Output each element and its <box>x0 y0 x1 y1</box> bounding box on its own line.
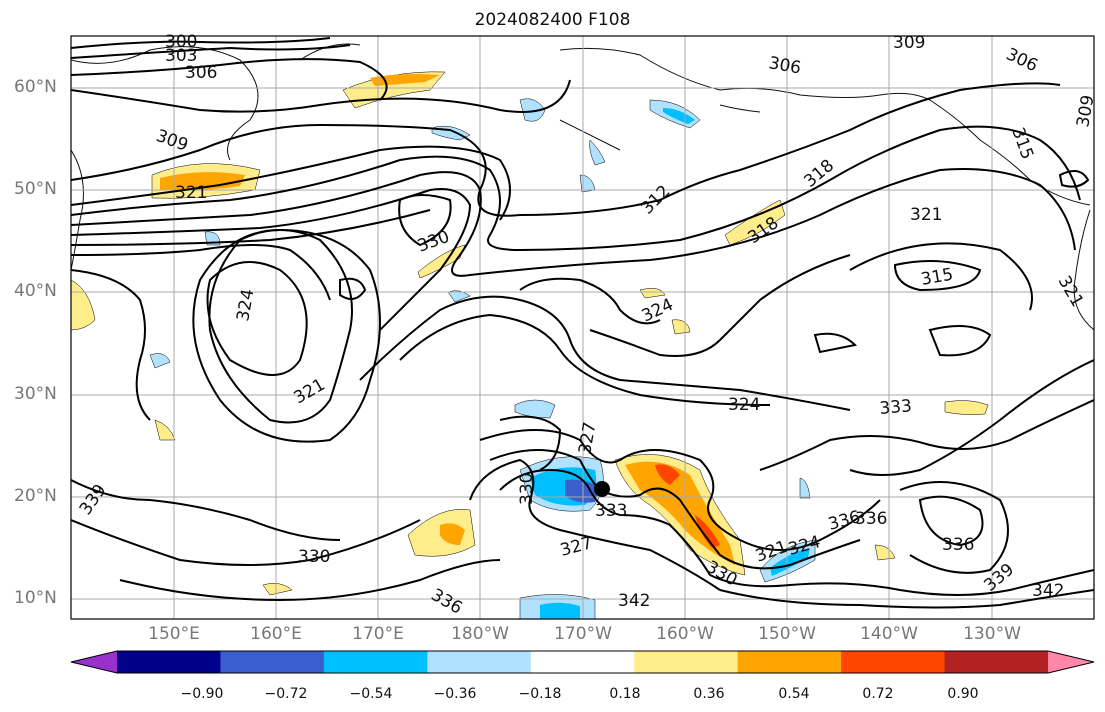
lon-label: 180°W <box>451 624 509 644</box>
lat-label: 20°N <box>14 486 57 506</box>
contour-label: 327 <box>575 420 600 455</box>
lon-label: 150°E <box>148 624 200 644</box>
contour-label: 315 <box>919 265 954 290</box>
contour-label: 321 <box>910 205 942 225</box>
contour-label: 342 <box>1032 581 1064 601</box>
contour-label: 306 <box>1003 44 1041 76</box>
colorbar-segment <box>737 651 842 673</box>
theta-contours <box>71 37 1094 609</box>
contour-label: 309 <box>1073 93 1098 128</box>
contour-label: 309 <box>893 33 925 53</box>
lon-label: 160°E <box>250 624 302 644</box>
contour-label: 312 <box>637 181 674 218</box>
contour-label: 315 <box>1007 125 1037 162</box>
lat-label: 50°N <box>14 179 57 199</box>
lon-label: 170°E <box>352 624 404 644</box>
contour-label: 324 <box>233 287 258 322</box>
colorbar-segment <box>323 651 428 673</box>
colorbar-tick-label: 0.54 <box>778 686 810 702</box>
contour-labels: 300 303 306 309 321 330 324 321 339 330 … <box>76 32 1099 619</box>
colorbar-segment <box>944 651 1049 673</box>
lon-label: 150°W <box>758 624 816 644</box>
lat-label: 40°N <box>14 281 57 301</box>
low-center-marker <box>594 481 610 497</box>
contour-label: 306 <box>185 63 217 83</box>
contour-label: 333 <box>595 501 627 521</box>
contour-label: 303 <box>165 46 197 66</box>
colorbar-tick-label: 0.36 <box>693 686 725 702</box>
colorbar-segment <box>634 651 739 673</box>
map-frame <box>70 35 1095 620</box>
colorbar-segment <box>841 651 946 673</box>
colorbar-tick-label: 0.90 <box>947 686 979 702</box>
contour-label: 324 <box>728 395 760 415</box>
colorbar-segment <box>220 651 325 673</box>
contour-label: 342 <box>618 591 650 611</box>
lat-label: 30°N <box>14 384 57 404</box>
colorbar-extend-max <box>1048 651 1094 673</box>
lat-label: 60°N <box>14 77 57 97</box>
lat-label: 10°N <box>14 588 57 608</box>
lon-label: 160°W <box>656 624 714 644</box>
colorbar-extend-min <box>71 651 117 673</box>
colorbar-tick-label: −0.18 <box>518 686 562 702</box>
contour-label: 336 <box>855 509 887 529</box>
colorbar <box>70 650 1095 674</box>
contour-label: 309 <box>153 126 190 156</box>
lon-label: 170°W <box>554 624 612 644</box>
contour-label: 339 <box>76 481 111 519</box>
colorbar-tick-label: 0.72 <box>862 686 894 702</box>
contour-label: 321 <box>291 375 329 409</box>
colorbar-outline <box>70 650 1095 674</box>
gridlines <box>71 36 1094 619</box>
contour-label: 318 <box>800 156 838 192</box>
contour-label: 336 <box>942 535 974 555</box>
contour-label: 327 <box>558 533 595 561</box>
colorbar-tick-label: 0.18 <box>609 686 641 702</box>
colorbar-tick-label: −0.36 <box>433 686 477 702</box>
colorbar-segment <box>117 651 221 673</box>
coastlines <box>71 43 1094 331</box>
contour-label: 333 <box>879 396 913 419</box>
contour-label: 300 <box>165 32 197 52</box>
contour-label: 336 <box>428 585 466 619</box>
contour-label: 321 <box>175 183 207 203</box>
contour-label: 336 <box>826 507 863 535</box>
colorbar-tick-label: −0.90 <box>180 686 224 702</box>
lon-label: 130°W <box>963 624 1021 644</box>
colorbar-tick-label: −0.72 <box>264 686 308 702</box>
lon-label: 140°W <box>860 624 918 644</box>
colorbar-tick-label: −0.54 <box>349 686 393 702</box>
contour-label: 306 <box>767 53 802 78</box>
map-title: 2024082400 F108 <box>474 10 631 30</box>
contour-label: 330 <box>517 473 537 505</box>
colorbar-segment <box>530 651 635 673</box>
contour-label: 330 <box>298 547 330 567</box>
colorbar-segment <box>427 651 532 673</box>
